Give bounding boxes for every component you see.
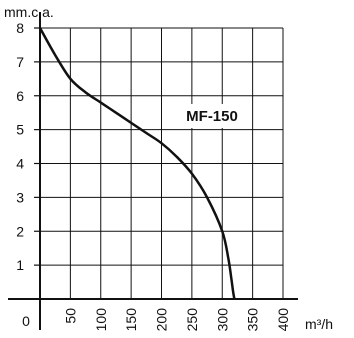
y-tick-label-3: 3 xyxy=(16,189,24,205)
model-label-background xyxy=(180,104,244,128)
y-tick-label-4: 4 xyxy=(16,156,24,172)
y-tick-label-2: 2 xyxy=(16,223,24,239)
x-axis-label: m³/h xyxy=(305,316,333,332)
x-tick-label-100: 100 xyxy=(93,308,109,332)
x-tick-label-350: 350 xyxy=(245,308,261,332)
y-tick-label-8: 8 xyxy=(16,20,24,36)
x-tick-label-50: 50 xyxy=(62,308,78,324)
x-tick-label-400: 400 xyxy=(275,308,291,332)
y-tick-label-1: 1 xyxy=(16,257,24,273)
axes xyxy=(8,12,298,330)
y-tick-label-6: 6 xyxy=(16,88,24,104)
x-tick-label-150: 150 xyxy=(123,308,139,332)
y-tick-label-7: 7 xyxy=(16,54,24,70)
x-tick-label-250: 250 xyxy=(184,308,200,332)
model-label: MF-150 xyxy=(186,108,238,125)
x-tick-label-200: 200 xyxy=(154,308,170,332)
grid xyxy=(40,27,284,299)
x-tick-label-0: 0 xyxy=(22,313,30,329)
series-line-0 xyxy=(38,27,236,300)
series-layer xyxy=(38,27,236,300)
x-tick-label-300: 300 xyxy=(214,308,230,332)
y-axis-label: mm.c.a. xyxy=(4,4,54,20)
tick-labels: 1 2 3 4 5 6 7 8 0 50 100 150 200 250 300 350 400 xyxy=(16,20,291,331)
y-tick-label-5: 5 xyxy=(16,122,24,138)
